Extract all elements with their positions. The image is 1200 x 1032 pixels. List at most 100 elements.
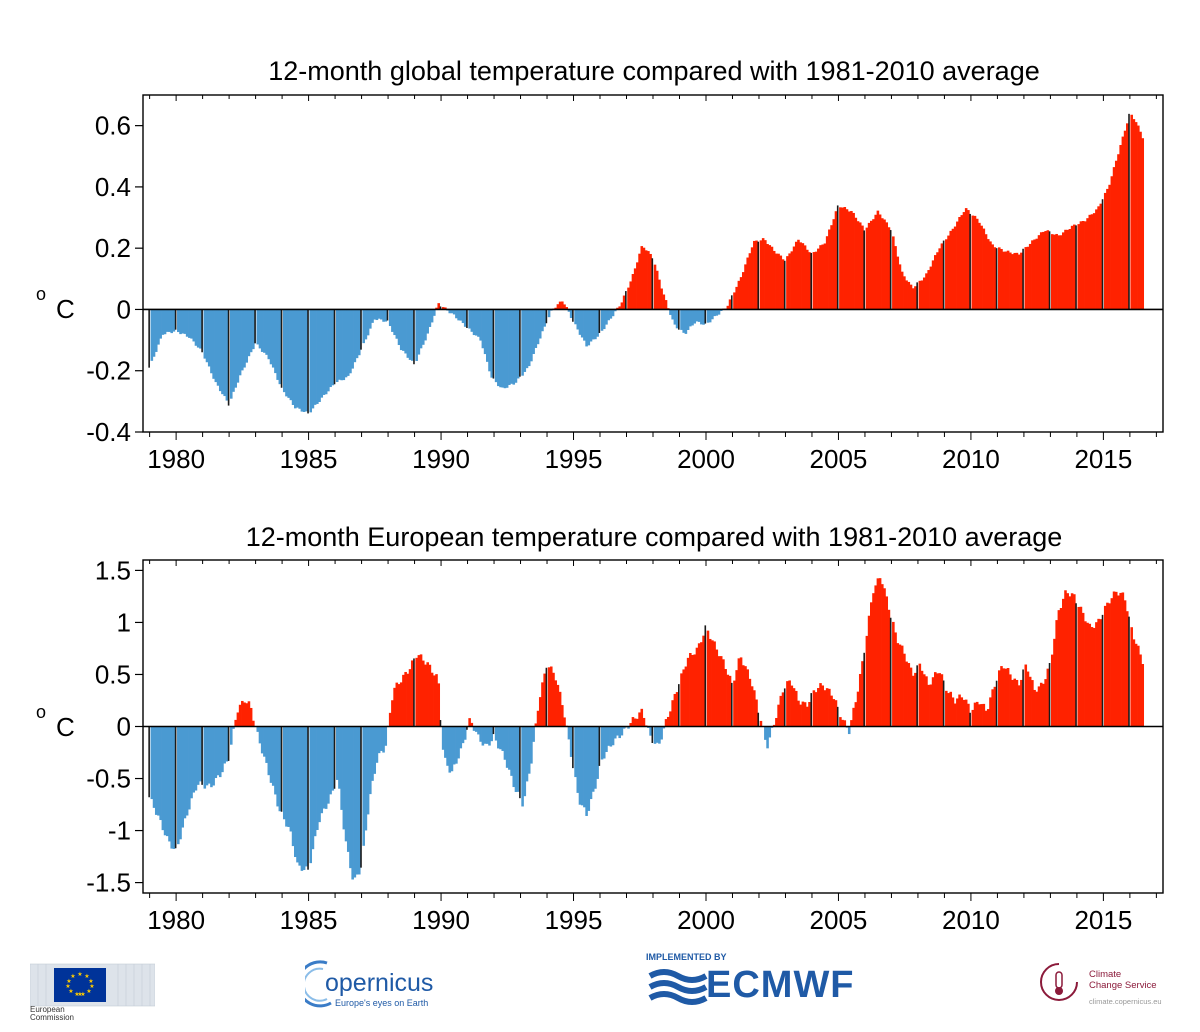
bar [190,726,193,799]
bar [764,726,767,740]
bar [821,685,825,727]
bar [490,309,493,378]
bar [878,214,882,310]
eu-label-1: European [30,1005,65,1014]
bar [909,284,913,310]
bar [819,683,822,727]
bar [1059,235,1063,310]
bar [801,243,805,310]
bar [887,609,891,727]
bar [903,276,906,310]
bar [881,584,884,727]
bar [448,309,452,314]
bar [585,309,588,347]
bar [168,309,171,332]
bar [307,726,309,870]
bar [510,309,513,384]
bar [898,264,902,310]
bar [294,309,297,409]
bar [223,726,226,764]
bar [252,309,255,350]
bar [768,245,772,310]
bar [622,726,626,729]
bar [607,726,610,746]
bar [1073,224,1076,310]
bar [962,212,966,310]
bar [887,227,891,310]
bar [841,719,844,727]
bar [964,208,968,310]
bar [362,309,365,344]
y-tick-label: -0.2 [86,356,131,386]
bar [218,726,222,778]
bar [876,578,880,727]
bar [333,309,336,385]
bar [344,309,348,378]
ecmwf-wave-icon [648,969,708,1005]
bar [986,709,990,727]
bar [922,277,926,310]
bar [294,726,297,858]
bar [598,309,601,333]
bar [772,724,776,727]
bar [210,309,213,374]
y-tick-label: -1.5 [86,868,131,898]
bar [768,726,772,738]
bar [499,309,502,388]
bar [351,309,354,369]
bar [203,309,207,359]
bar [655,270,659,310]
bar [691,309,694,326]
bar [892,621,895,727]
svg-text:★: ★ [86,988,91,995]
copernicus-tagline: Europe's eyes on Earth [335,998,429,1008]
bar [455,726,458,764]
bar [276,309,279,380]
bar [516,309,520,379]
bar [854,702,858,727]
bar [786,256,789,310]
bar [903,653,906,727]
bar [274,309,277,374]
bar [377,726,381,754]
bar [212,726,215,786]
bar [494,309,498,383]
bar [404,309,407,354]
bar [697,309,701,322]
bar [806,706,809,727]
bar [377,309,381,319]
bar [907,663,911,727]
x-tick-label: 1980 [147,905,205,935]
bar [682,309,685,333]
bar [351,726,354,880]
bar [302,309,306,412]
bar [905,661,908,727]
bar [265,726,268,763]
bar [1134,122,1138,310]
bar [322,309,326,395]
bar [614,309,617,312]
bar [408,669,412,727]
bar [847,211,851,310]
bar [1000,666,1003,727]
bar [664,300,668,310]
axes-group: 0.6 0.4 0.2 0 -0.2 -0.4 1980 1985 1990 1995 2000 20… [86,94,1164,474]
bar [951,228,955,310]
bar [172,309,176,332]
bar [684,309,688,334]
bar [834,700,838,727]
bar [159,309,162,339]
bar [457,726,460,759]
bar [521,726,524,807]
bar [355,309,359,359]
bar [360,309,362,350]
bar [353,309,357,363]
bar [947,235,950,310]
bar [452,309,456,315]
bar [296,726,299,863]
bar [980,225,983,310]
bar [433,309,436,316]
bar [845,209,849,310]
bar [534,723,538,727]
bar [1114,160,1118,310]
